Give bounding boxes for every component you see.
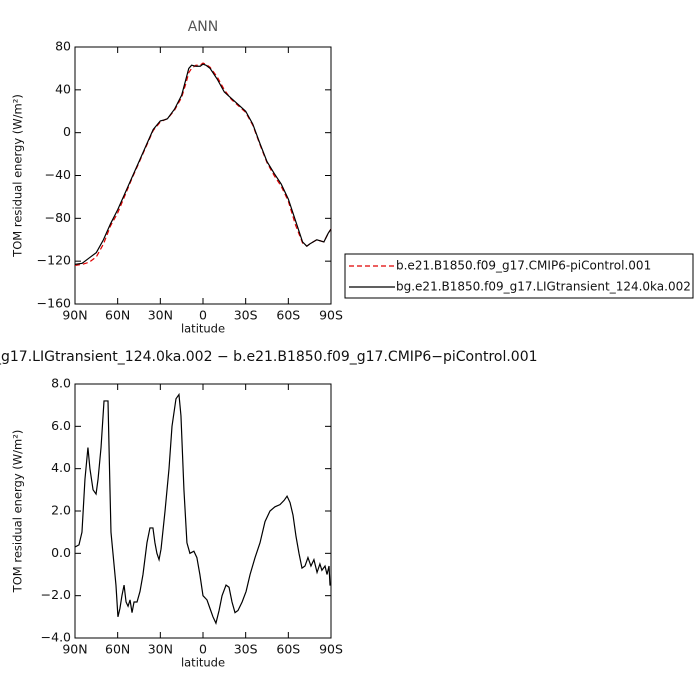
chart-title: ANN <box>188 19 219 35</box>
x-tick-label: 90S <box>319 308 343 323</box>
x-tick-label: 90N <box>62 308 87 323</box>
x-tick-label: 60S <box>276 642 300 657</box>
y-tick-label: −120 <box>37 253 71 268</box>
y-tick-label: 4.0 <box>51 460 71 475</box>
legend-label: bg.e21.B1850.f09_g17.LIGtransient_124.0k… <box>396 280 691 294</box>
data-line <box>74 392 331 625</box>
x-tick-label: 60N <box>105 308 130 323</box>
legend-box <box>344 253 694 299</box>
y-tick-label: −160 <box>37 296 71 311</box>
chart-title: bg.e21.B1850.f09_g17.LIGtransient_124.0k… <box>0 349 538 365</box>
x-tick-label: 0 <box>199 308 207 323</box>
plot-frame <box>74 46 332 305</box>
x-tick-label: 60N <box>105 642 130 657</box>
x-tick-label: 90S <box>319 642 343 657</box>
legend-label: b.e21.B1850.f09_g17.CMIP6-piControl.001 <box>396 259 651 273</box>
x-tick-label: 30S <box>234 642 258 657</box>
x-tick-label: 60S <box>276 308 300 323</box>
y-tick-label: 6.0 <box>51 418 71 433</box>
y-tick-label: −4.0 <box>41 630 71 645</box>
data-line <box>74 62 332 267</box>
x-axis-label: latitude <box>181 322 225 336</box>
data-line <box>74 63 332 265</box>
y-axis-label: TOM residual energy (W/m²) <box>11 430 25 594</box>
y-tick-label: 0.0 <box>51 545 71 560</box>
y-tick-label: 80 <box>55 39 71 54</box>
y-tick-label: 40 <box>55 81 71 96</box>
y-tick-label: −80 <box>45 210 71 225</box>
x-tick-label: 30S <box>234 308 258 323</box>
y-axis-label: TOM residual energy (W/m²) <box>11 94 25 258</box>
y-tick-label: 0 <box>63 124 71 139</box>
y-tick-label: −2.0 <box>41 587 71 602</box>
x-axis-label: latitude <box>181 656 225 670</box>
x-tick-label: 30N <box>148 642 173 657</box>
y-tick-label: −40 <box>45 167 71 182</box>
x-tick-label: 0 <box>199 642 207 657</box>
x-tick-label: 90N <box>62 642 87 657</box>
y-tick-label: 2.0 <box>51 503 71 518</box>
y-tick-label: 8.0 <box>51 376 71 391</box>
x-tick-label: 30N <box>148 308 173 323</box>
